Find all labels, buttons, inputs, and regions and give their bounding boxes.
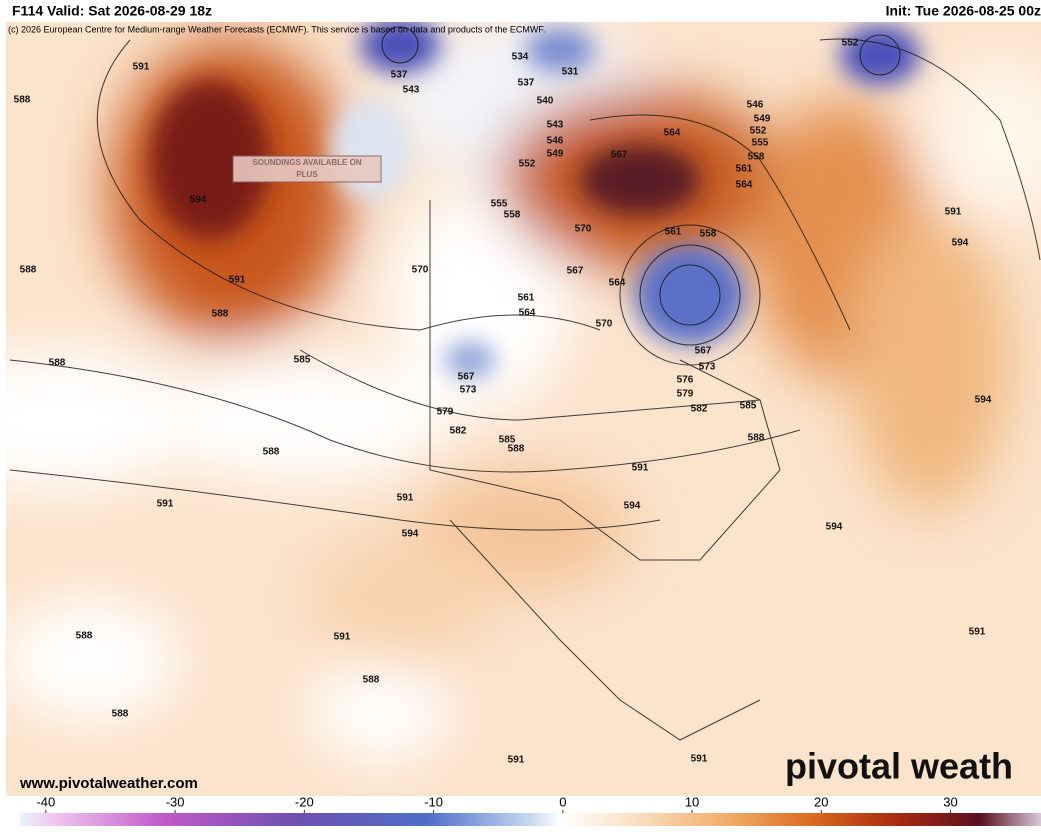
colorbar-tick-label: -20	[295, 794, 314, 809]
contour-label: 552	[750, 126, 767, 137]
colorbar-tick-label: -40	[36, 794, 55, 809]
contour-label: 591	[945, 207, 962, 218]
contour-label: 564	[664, 128, 681, 139]
contour-label: 591	[691, 754, 708, 765]
contour-label: 567	[458, 372, 475, 383]
colorbar-tick-label: 30	[943, 794, 957, 809]
contour-label: 588	[20, 265, 37, 276]
map-field	[0, 17, 1041, 796]
contour-label: 588	[363, 675, 380, 686]
contour-label: 588	[748, 433, 765, 444]
contour-label: 561	[518, 293, 535, 304]
contour-label: 591	[969, 627, 986, 638]
contour-label: 585	[294, 355, 311, 366]
contour-label: 558	[748, 152, 765, 163]
contour-label: 573	[699, 362, 716, 373]
contour-label: 591	[157, 499, 174, 510]
contour-label: 552	[842, 38, 859, 49]
contour-label: 552	[519, 159, 536, 170]
contour-label: 558	[504, 210, 521, 221]
contour-label: 594	[190, 195, 207, 206]
contour-label: 534	[512, 52, 529, 63]
contour-label: 594	[624, 501, 641, 512]
contour-label: 567	[695, 346, 712, 357]
contour-label: 579	[437, 407, 454, 418]
contour-label: 561	[736, 164, 753, 175]
contour-label: 591	[334, 632, 351, 643]
contour-label: 585	[499, 435, 516, 446]
logo: pivotal weath	[785, 746, 1013, 787]
contour-label: 582	[691, 404, 708, 415]
soundings-text: PLUS	[296, 170, 318, 179]
contour-label: 564	[519, 308, 536, 319]
contour-label: 531	[562, 67, 579, 78]
contour-label: 594	[975, 395, 992, 406]
contour-label: 540	[537, 96, 554, 107]
init-time: Init: Tue 2026-08-25 00z	[886, 3, 1041, 19]
contour-label: 573	[460, 385, 477, 396]
colorbar-tick-label: 10	[685, 794, 699, 809]
contour-label: 591	[397, 493, 414, 504]
copyright: (c) 2026 European Centre for Medium-rang…	[8, 24, 545, 34]
colorbar-tick-label: 20	[814, 794, 828, 809]
contour-label: 594	[826, 522, 843, 533]
contour-label: 585	[740, 401, 757, 412]
contour-label: 561	[665, 227, 682, 238]
contour-label: 591	[508, 755, 525, 766]
contour-label: 579	[677, 389, 694, 400]
contour-label: 567	[567, 266, 584, 277]
contour-label: 594	[952, 238, 969, 249]
colorbar-tick-label: -30	[166, 794, 185, 809]
contour-label: 582	[450, 426, 467, 437]
contour-label: 555	[752, 138, 769, 149]
contour-label: 576	[677, 375, 694, 386]
contour-label: 588	[508, 444, 525, 455]
contour-label: 591	[133, 62, 150, 73]
contour-label: 588	[112, 709, 129, 720]
contour-label: 549	[547, 149, 564, 160]
contour-label: 549	[754, 114, 771, 125]
contour-label: 558	[700, 229, 717, 240]
contour-label: 588	[76, 631, 93, 642]
contour-label: 588	[14, 95, 31, 106]
colorbar	[20, 813, 1041, 826]
contour-label: 537	[391, 70, 408, 81]
contour-label: 570	[596, 319, 613, 330]
contour-label: 594	[402, 529, 419, 540]
colorbar-tick-label: -10	[424, 794, 443, 809]
colorbar-tick-label: 0	[559, 794, 566, 809]
contour-label: 570	[412, 265, 429, 276]
contour-label: 591	[229, 275, 246, 286]
contour-label: 567	[611, 150, 628, 161]
contour-label: 564	[736, 180, 753, 191]
soundings-text: SOUNDINGS AVAILABLE ON	[252, 158, 361, 167]
contour-label: 543	[403, 85, 420, 96]
contour-label: 591	[632, 463, 649, 474]
contour-label: 588	[49, 358, 66, 369]
contour-label: 537	[518, 78, 535, 89]
contour-label: 588	[212, 309, 229, 320]
contour-label: 570	[575, 224, 592, 235]
website: www.pivotalweather.com	[19, 775, 198, 792]
contour-label: 543	[547, 120, 564, 131]
contour-label: 546	[547, 136, 564, 147]
contour-label: 555	[491, 199, 508, 210]
valid-time: F114 Valid: Sat 2026-08-29 18z	[12, 3, 212, 19]
contour-label: 546	[747, 100, 764, 111]
contour-label: 564	[609, 278, 626, 289]
header-bar	[0, 0, 1041, 22]
soundings-box[interactable]: SOUNDINGS AVAILABLE ON PLUS	[232, 155, 382, 183]
contour-label: 588	[263, 447, 280, 458]
